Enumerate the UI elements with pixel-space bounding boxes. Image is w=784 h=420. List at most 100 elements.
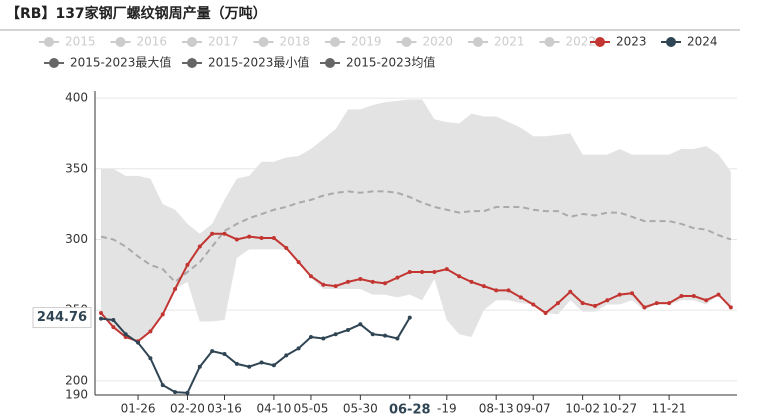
point (716, 292, 721, 297)
point (222, 231, 227, 236)
point (370, 279, 375, 284)
point (197, 364, 202, 369)
legend-item[interactable]: 2015-2023最大值 (70, 55, 171, 70)
point (222, 351, 227, 356)
point (123, 332, 128, 337)
point (284, 245, 289, 250)
point (136, 340, 141, 345)
point (617, 292, 622, 297)
legend-icon (666, 37, 676, 47)
series-line (100, 190, 732, 284)
point (271, 236, 276, 241)
point (407, 315, 412, 320)
point (444, 267, 449, 272)
legend-item[interactable]: 2017 (208, 35, 239, 49)
legend-item[interactable]: 2023 (616, 35, 647, 49)
legend-item[interactable]: 2021 (494, 35, 525, 49)
point (518, 295, 523, 300)
point (247, 234, 252, 239)
point (432, 269, 437, 274)
point (99, 310, 103, 315)
point (370, 332, 375, 337)
point (679, 294, 684, 299)
legend-item[interactable]: 2022 (566, 35, 597, 49)
x-tick-label: -19 (437, 402, 457, 416)
legend-icon (595, 37, 605, 47)
point (173, 286, 178, 291)
legend-icon (325, 58, 335, 68)
point (555, 301, 560, 306)
x-tick-label: 10-02 (565, 402, 600, 416)
legend-item[interactable]: 2015-2023均值 (346, 55, 435, 70)
legend-item[interactable]: 2018 (280, 35, 311, 49)
point (691, 294, 696, 299)
x-tick-label: 11-21 (652, 402, 687, 416)
y-tick-label: 200 (65, 373, 88, 387)
chart-title: 【RB】137家钢厂螺纹钢周产量（万吨） (6, 5, 267, 22)
point (333, 332, 338, 337)
legend-icon (115, 37, 126, 47)
point (160, 312, 165, 317)
point (667, 301, 672, 306)
point (346, 279, 350, 284)
x-tick-label: 06-28 (389, 403, 431, 418)
point (173, 390, 178, 395)
point (407, 269, 412, 274)
point (704, 298, 709, 303)
legend-icon (401, 37, 412, 47)
y-tick-label: 190 (65, 388, 88, 402)
point (234, 361, 239, 366)
point (494, 288, 499, 293)
legend-item[interactable]: 2024 (687, 35, 718, 49)
legend-icon (544, 37, 555, 47)
point (259, 360, 264, 365)
point (506, 288, 511, 293)
legend-icon (187, 58, 197, 68)
point (383, 333, 388, 338)
point (358, 277, 363, 282)
point (160, 383, 165, 388)
point (481, 284, 486, 289)
legend-item[interactable]: 2015 (65, 35, 96, 49)
y-tick-label: 400 (65, 91, 88, 105)
point (605, 298, 610, 303)
legend-item[interactable]: 2019 (351, 35, 382, 49)
point (148, 329, 153, 334)
legend-item[interactable]: 2016 (137, 35, 168, 49)
point (395, 275, 400, 280)
legend-icon (49, 58, 59, 68)
x-tick-label: 05-30 (343, 402, 378, 416)
point (531, 302, 536, 307)
point (593, 303, 597, 308)
x-tick-label: 02-20 (170, 402, 205, 416)
x-tick-label: 03-16 (207, 402, 242, 416)
x-pointer-box (385, 399, 434, 419)
point (148, 356, 153, 361)
point (210, 349, 215, 354)
point (457, 274, 462, 279)
point (284, 353, 289, 358)
legend-icon (473, 37, 483, 47)
x-tick-label: 09-07 (516, 402, 551, 416)
point (185, 262, 190, 267)
point (296, 346, 301, 351)
point (333, 284, 338, 289)
legend-icon (187, 37, 197, 47)
series-line (100, 317, 411, 394)
x-tick-label: 10-27 (602, 402, 637, 416)
point (185, 390, 190, 395)
point (420, 269, 425, 274)
point (346, 327, 350, 332)
y-tick-label: 300 (65, 232, 88, 246)
point (395, 336, 400, 341)
point (308, 274, 313, 279)
point (111, 325, 116, 330)
point (234, 237, 239, 242)
legend-item[interactable]: 2015-2023最小值 (208, 55, 309, 70)
legend-item[interactable]: 2020 (423, 35, 454, 49)
x-tick-label: 04-10 (256, 402, 291, 416)
y-tick-label: 350 (65, 161, 88, 175)
legend-icon (44, 37, 54, 47)
point (383, 281, 388, 286)
